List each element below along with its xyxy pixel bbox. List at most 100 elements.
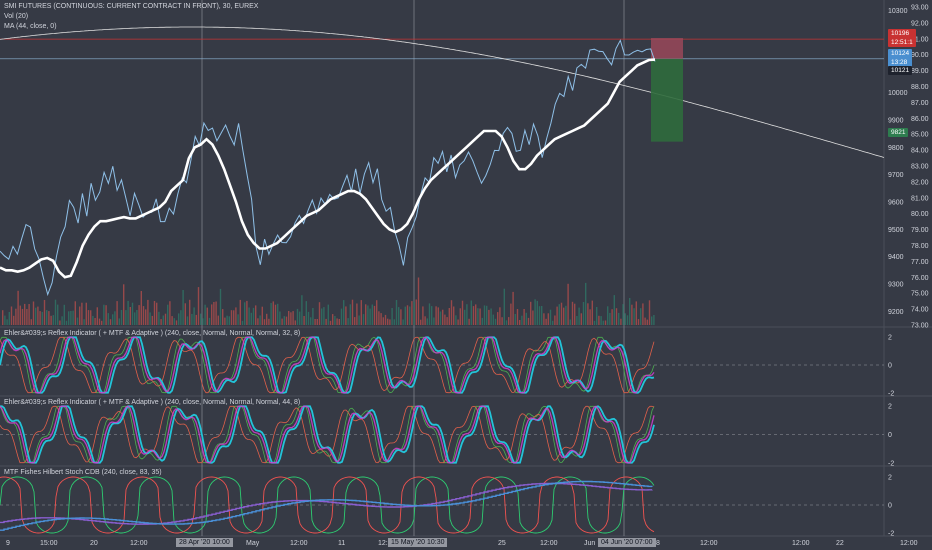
volume-bar [514, 314, 516, 325]
volume-bar [444, 314, 446, 325]
time-axis-label: 11 [338, 540, 346, 547]
volume-bar [466, 304, 468, 325]
volume-bar [486, 305, 488, 325]
volume-bar [213, 302, 215, 325]
volume-bar [266, 313, 268, 325]
volume-bar [208, 317, 211, 325]
time-axis-highlight: 15 May '20 10:30 [388, 538, 448, 547]
volume-bar [19, 305, 21, 325]
volume-bar [393, 319, 395, 325]
stoch-green-line [0, 476, 655, 534]
volume-bar [263, 319, 266, 325]
time-axis-label: Jun [584, 540, 596, 547]
volume-bar [523, 309, 525, 325]
volume-bar [527, 317, 530, 325]
legend-ma: MA (44, close, 0) [4, 23, 57, 30]
volume-bar [380, 313, 382, 325]
oscillator-axis-label: 0 [888, 363, 892, 370]
price-tag-upper-value: 10196 [891, 30, 910, 37]
secondary-axis-label: 81.00 [911, 195, 929, 202]
volume-bar [642, 303, 644, 325]
price-axis-label: 9500 [888, 227, 904, 234]
volume-bar [431, 306, 433, 325]
volume-bar [593, 320, 596, 325]
volume-bar [365, 304, 367, 325]
volume-bar [398, 307, 400, 325]
volume-bar [602, 320, 604, 325]
volume-bar [325, 318, 327, 325]
volume-bar [140, 291, 142, 325]
volume-bar [178, 313, 180, 325]
volume-bar [371, 304, 373, 325]
volume-bar [90, 310, 92, 325]
volume-bar [259, 315, 261, 325]
volume-bar [600, 316, 602, 325]
volume-bar [127, 300, 129, 325]
oscillator-axis-label: -2 [888, 531, 894, 538]
reflex-slow-line [0, 336, 655, 394]
secondary-axis-label: 87.00 [911, 100, 929, 107]
volume-bar [197, 287, 200, 325]
volume-bar [611, 309, 613, 325]
volume-bar [131, 302, 134, 325]
secondary-axis-label: 78.00 [911, 243, 929, 250]
volume-bar [195, 314, 197, 325]
volume-bar [648, 300, 651, 325]
price-axis-label: 9400 [888, 254, 904, 261]
volume-bar [107, 313, 109, 325]
volume-bar [184, 303, 186, 325]
volume-bar [149, 312, 151, 325]
volume-bar [54, 299, 57, 325]
volume-bar [226, 315, 228, 325]
volume-bar [367, 305, 369, 325]
volume-bar [211, 304, 213, 325]
volume-bar [24, 303, 26, 325]
volume-bar [545, 318, 547, 325]
volume-bar [290, 312, 292, 325]
volume-bar [618, 312, 620, 325]
volume-bar [202, 318, 204, 325]
volume-bar [50, 315, 52, 325]
time-axis-label: 22 [836, 540, 844, 547]
volume-bar [167, 304, 169, 325]
volume-bar [2, 310, 4, 325]
oscillator-axis-label: 0 [888, 432, 892, 439]
volume-bar [422, 306, 424, 325]
volume-bar [316, 319, 318, 325]
volume-bar [349, 304, 351, 325]
volume-bar [604, 320, 607, 325]
volume-bar [61, 316, 63, 325]
volume-bar [646, 319, 648, 325]
volume-bar [301, 295, 303, 325]
volume-bar [629, 298, 631, 325]
volume-bar [560, 302, 563, 325]
volume-bar [574, 303, 576, 325]
volume-bar [351, 299, 354, 325]
volume-bar [136, 310, 138, 325]
volume-bar [382, 317, 384, 325]
volume-bar [87, 310, 90, 325]
volume-bar [626, 315, 629, 325]
volume-bar [563, 307, 565, 325]
secondary-axis-label: 91.00 [911, 36, 929, 43]
secondary-axis-label: 80.00 [911, 211, 929, 218]
secondary-axis-label: 83.00 [911, 164, 929, 171]
volume-bar [497, 312, 499, 325]
volume-bar [57, 304, 59, 325]
volume-bar [598, 315, 600, 325]
volume-bar [356, 303, 358, 325]
volume-bar [519, 320, 521, 325]
volume-bar [323, 307, 325, 325]
volume-bar [123, 284, 125, 325]
volume-bar [32, 301, 35, 325]
volume-bar [508, 317, 510, 325]
volume-bar [28, 304, 30, 325]
volume-bar [582, 302, 585, 325]
price-tag-current: 10124 13:28 [888, 49, 913, 67]
volume-bar [268, 318, 270, 325]
volume-bar [41, 311, 43, 325]
volume-bar [63, 304, 65, 325]
price-line [0, 39, 656, 297]
volume-bar [343, 300, 345, 325]
